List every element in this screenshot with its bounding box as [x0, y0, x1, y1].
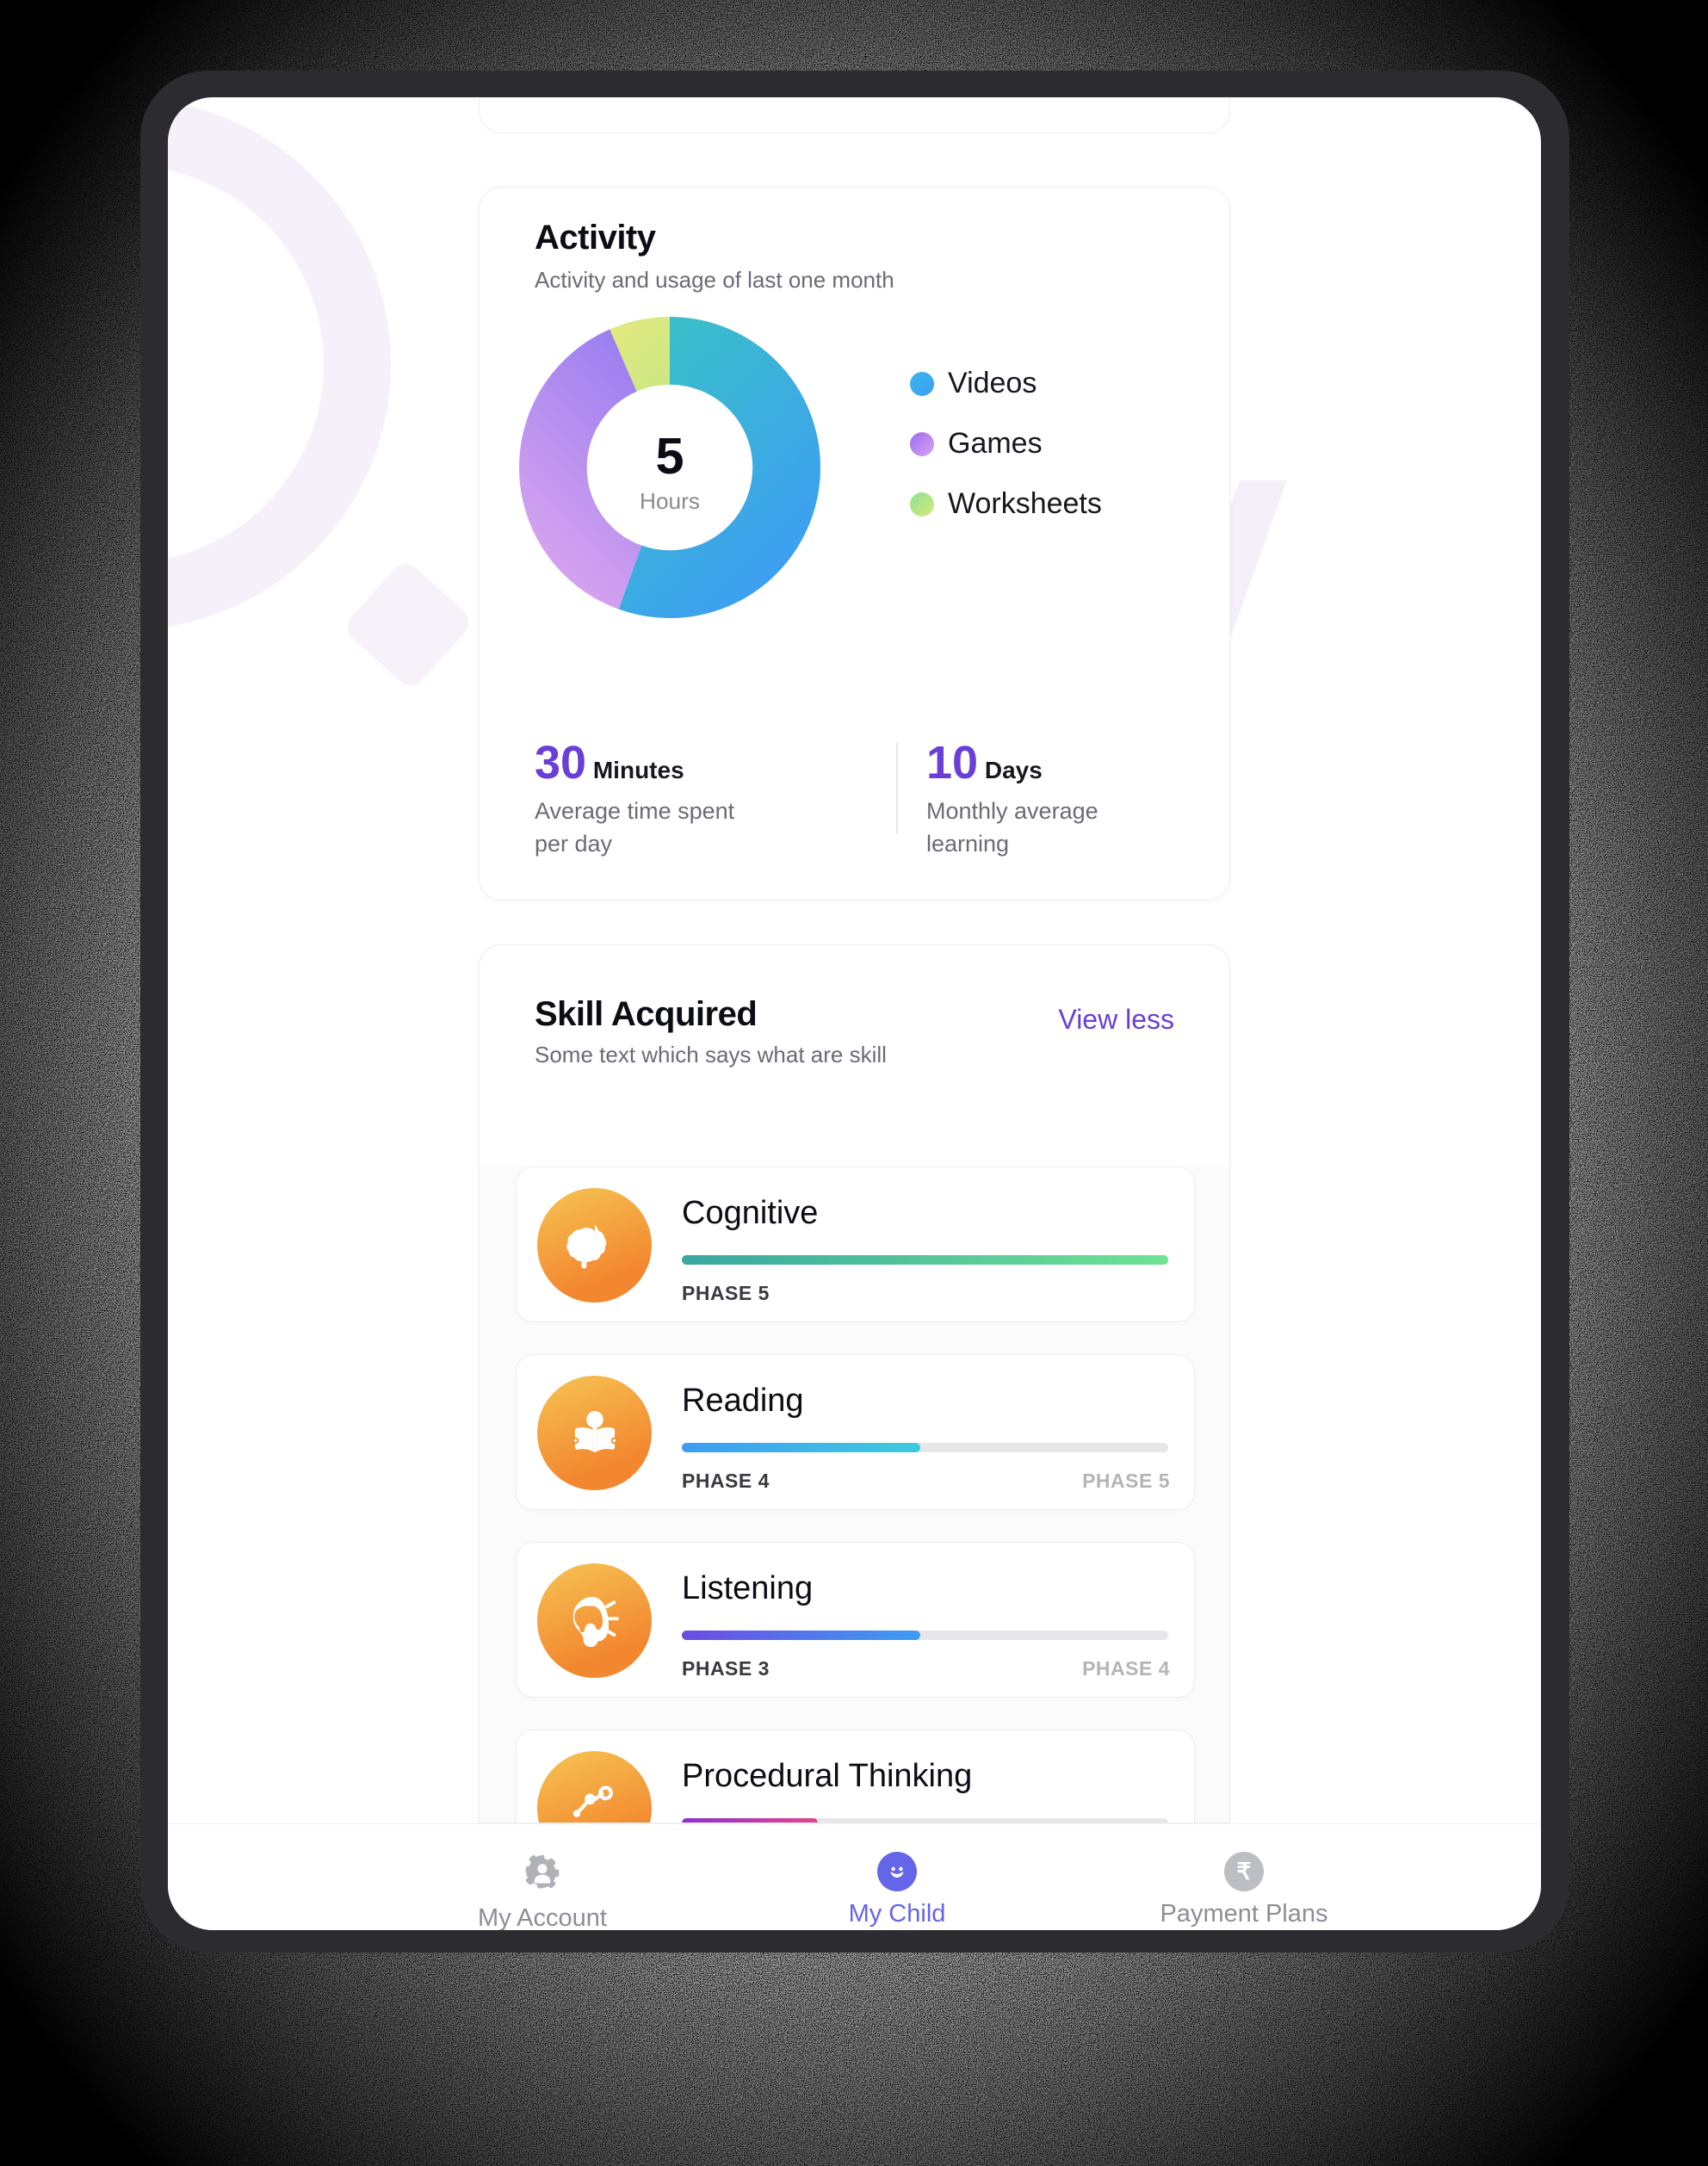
svg-text:Hours: Hours	[640, 488, 700, 514]
svg-text:5: 5	[655, 427, 684, 485]
